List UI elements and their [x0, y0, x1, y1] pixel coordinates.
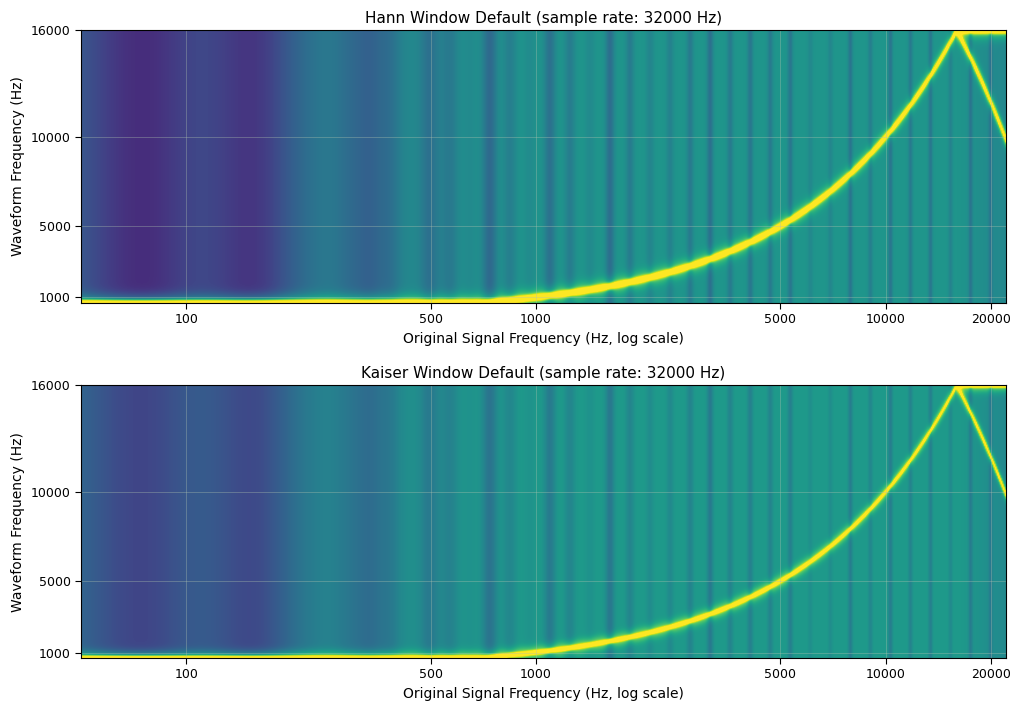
- X-axis label: Original Signal Frequency (Hz, log scale): Original Signal Frequency (Hz, log scale…: [402, 332, 684, 345]
- Title: Kaiser Window Default (sample rate: 32000 Hz): Kaiser Window Default (sample rate: 3200…: [361, 367, 725, 382]
- X-axis label: Original Signal Frequency (Hz, log scale): Original Signal Frequency (Hz, log scale…: [402, 687, 684, 701]
- Title: Hann Window Default (sample rate: 32000 Hz): Hann Window Default (sample rate: 32000 …: [365, 11, 722, 26]
- Y-axis label: Waveform Frequency (Hz): Waveform Frequency (Hz): [11, 76, 26, 256]
- Y-axis label: Waveform Frequency (Hz): Waveform Frequency (Hz): [11, 431, 26, 612]
